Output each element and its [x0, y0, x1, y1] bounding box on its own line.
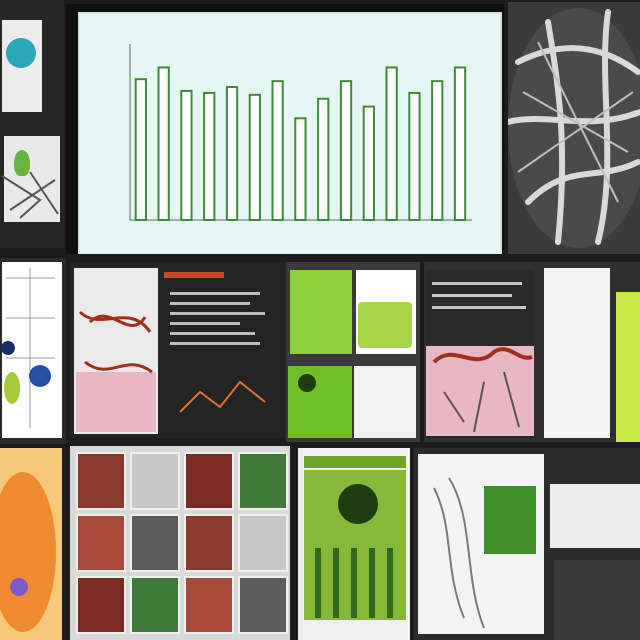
photo-thumbnail	[76, 576, 126, 634]
chart-bar	[408, 91, 421, 221]
chart-bar	[385, 66, 398, 222]
chart-bar	[157, 66, 170, 222]
panel-orange-cell	[0, 448, 62, 640]
photo-thumbnail	[76, 452, 126, 510]
photo-thumbnail	[184, 576, 234, 634]
photo-thumbnail	[130, 452, 180, 510]
chart-bar	[225, 86, 239, 222]
chart-bar	[317, 97, 330, 221]
panel-top-left-models	[0, 0, 64, 248]
photo-thumbnail	[130, 514, 180, 572]
green-circle-icon	[338, 484, 378, 524]
panel-right-sketches	[414, 448, 640, 640]
chart-bar	[134, 78, 147, 221]
photo-thumbnail	[130, 576, 180, 634]
bar-chart-screen	[66, 4, 504, 254]
chart-bar	[453, 66, 467, 222]
photo-thumbnail	[238, 452, 288, 510]
chart-bar	[294, 117, 307, 221]
bar-chart	[129, 44, 472, 222]
chart-axis	[129, 44, 472, 221]
photo-thumbnail	[184, 452, 234, 510]
anatomy-sketch	[433, 477, 485, 629]
panel-green-circle-poster	[298, 448, 410, 640]
chart-bar	[180, 89, 193, 221]
orange-cell-icon	[0, 472, 56, 632]
photo-thumbnail	[238, 514, 288, 572]
photo-thumbnail	[184, 514, 234, 572]
panel-photo-grid	[70, 446, 290, 640]
network-sketch	[1, 171, 59, 219]
panel-vein-structure	[508, 2, 640, 254]
chart-bar	[248, 93, 261, 221]
panel-green-cards	[286, 262, 420, 442]
chart-bar	[271, 80, 284, 222]
green-cell-icon	[298, 374, 316, 392]
chart-bar	[431, 80, 444, 222]
chart-bar	[203, 91, 216, 221]
photo-thumbnail	[76, 514, 126, 572]
chart-bar	[362, 105, 375, 221]
panel-right-strip	[424, 262, 640, 442]
chart-bar	[339, 80, 353, 222]
panel-dark-red-roots	[70, 262, 286, 438]
photo-thumbnail	[238, 576, 288, 634]
green-leaf-icon	[14, 150, 30, 176]
vein-structure-illustration	[508, 8, 640, 248]
panel-left-diagram	[0, 258, 66, 444]
molecule-model-icon	[6, 38, 36, 68]
